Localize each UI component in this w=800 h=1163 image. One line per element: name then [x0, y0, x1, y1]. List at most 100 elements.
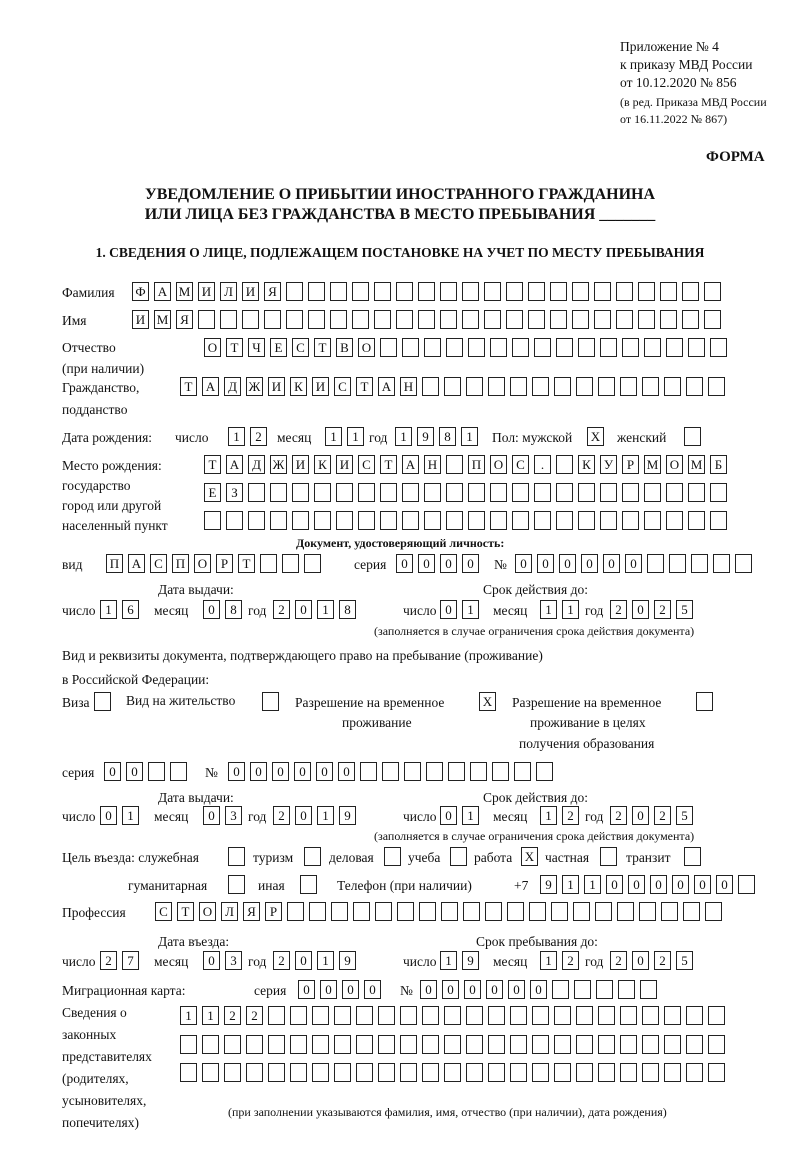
- char-cell[interactable]: [309, 902, 326, 921]
- char-cell[interactable]: 1: [395, 427, 412, 446]
- char-cell[interactable]: [532, 1006, 549, 1025]
- purpose-study-checkbox[interactable]: [450, 847, 467, 866]
- char-cell[interactable]: [572, 310, 589, 329]
- char-cell[interactable]: [462, 282, 479, 301]
- char-cell[interactable]: [644, 338, 661, 357]
- char-cell[interactable]: [424, 483, 441, 502]
- char-cell[interactable]: X: [587, 427, 604, 446]
- char-cell[interactable]: [422, 1035, 439, 1054]
- purpose-transit-checkbox[interactable]: [684, 847, 701, 866]
- char-cell[interactable]: [492, 762, 509, 781]
- char-cell[interactable]: [534, 338, 551, 357]
- char-cell[interactable]: [270, 483, 287, 502]
- char-cell[interactable]: 0: [295, 600, 312, 619]
- char-cell[interactable]: [380, 511, 397, 530]
- char-cell[interactable]: [468, 338, 485, 357]
- char-cell[interactable]: Ж: [246, 377, 263, 396]
- char-cell[interactable]: [510, 377, 527, 396]
- char-cell[interactable]: [512, 338, 529, 357]
- char-cell[interactable]: С: [292, 338, 309, 357]
- char-cell[interactable]: 0: [694, 875, 711, 894]
- char-cell[interactable]: [312, 1063, 329, 1082]
- char-cell[interactable]: [620, 1006, 637, 1025]
- char-cell[interactable]: [696, 692, 713, 711]
- char-cell[interactable]: Т: [356, 377, 373, 396]
- char-cell[interactable]: И: [292, 455, 309, 474]
- char-cell[interactable]: 0: [442, 980, 459, 999]
- char-cell[interactable]: 2: [273, 951, 290, 970]
- char-cell[interactable]: [490, 511, 507, 530]
- char-cell[interactable]: [396, 310, 413, 329]
- char-cell[interactable]: 0: [203, 951, 220, 970]
- char-cell[interactable]: [484, 282, 501, 301]
- char-cell[interactable]: 1: [180, 1006, 197, 1025]
- char-cell[interactable]: К: [314, 455, 331, 474]
- char-cell[interactable]: [485, 902, 502, 921]
- char-cell[interactable]: [330, 282, 347, 301]
- char-cell[interactable]: [352, 282, 369, 301]
- char-cell[interactable]: [312, 1006, 329, 1025]
- char-cell[interactable]: [402, 483, 419, 502]
- char-cell[interactable]: Ч: [248, 338, 265, 357]
- char-cell[interactable]: 0: [203, 600, 220, 619]
- char-cell[interactable]: З: [226, 483, 243, 502]
- char-cell[interactable]: [600, 483, 617, 502]
- char-cell[interactable]: [402, 511, 419, 530]
- char-cell[interactable]: [400, 1006, 417, 1025]
- char-cell[interactable]: 9: [462, 951, 479, 970]
- char-cell[interactable]: 0: [486, 980, 503, 999]
- char-cell[interactable]: [576, 1006, 593, 1025]
- char-cell[interactable]: [468, 483, 485, 502]
- char-cell[interactable]: 0: [508, 980, 525, 999]
- char-cell[interactable]: [576, 1035, 593, 1054]
- char-cell[interactable]: 1: [325, 427, 342, 446]
- temp-residence-checkbox[interactable]: X: [479, 692, 496, 711]
- char-cell[interactable]: [640, 980, 657, 999]
- char-cell[interactable]: 8: [439, 427, 456, 446]
- char-cell[interactable]: [248, 511, 265, 530]
- char-cell[interactable]: [600, 338, 617, 357]
- char-cell[interactable]: [688, 511, 705, 530]
- char-cell[interactable]: [682, 282, 699, 301]
- char-cell[interactable]: 0: [440, 806, 457, 825]
- char-cell[interactable]: Л: [221, 902, 238, 921]
- char-cell[interactable]: [444, 1035, 461, 1054]
- char-cell[interactable]: [710, 511, 727, 530]
- char-cell[interactable]: [304, 554, 321, 573]
- char-cell[interactable]: [220, 310, 237, 329]
- char-cell[interactable]: 9: [540, 875, 557, 894]
- char-cell[interactable]: 2: [562, 951, 579, 970]
- purpose-other-checkbox[interactable]: [300, 875, 317, 894]
- char-cell[interactable]: [554, 1006, 571, 1025]
- char-cell[interactable]: П: [106, 554, 123, 573]
- char-cell[interactable]: 2: [100, 951, 117, 970]
- char-cell[interactable]: [422, 1006, 439, 1025]
- char-cell[interactable]: Р: [265, 902, 282, 921]
- char-cell[interactable]: [148, 762, 165, 781]
- char-cell[interactable]: 2: [250, 427, 267, 446]
- char-cell[interactable]: 0: [632, 806, 649, 825]
- char-cell[interactable]: 1: [317, 951, 334, 970]
- representatives-field[interactable]: [180, 1063, 725, 1082]
- char-cell[interactable]: [710, 483, 727, 502]
- residence-checkbox[interactable]: [262, 692, 279, 711]
- char-cell[interactable]: 0: [581, 554, 598, 573]
- char-cell[interactable]: [422, 377, 439, 396]
- char-cell[interactable]: А: [154, 282, 171, 301]
- char-cell[interactable]: [638, 310, 655, 329]
- char-cell[interactable]: [708, 1063, 725, 1082]
- char-cell[interactable]: [620, 1035, 637, 1054]
- char-cell[interactable]: [488, 1006, 505, 1025]
- char-cell[interactable]: [418, 310, 435, 329]
- char-cell[interactable]: [397, 902, 414, 921]
- char-cell[interactable]: [556, 455, 573, 474]
- char-cell[interactable]: [514, 762, 531, 781]
- char-cell[interactable]: [554, 1063, 571, 1082]
